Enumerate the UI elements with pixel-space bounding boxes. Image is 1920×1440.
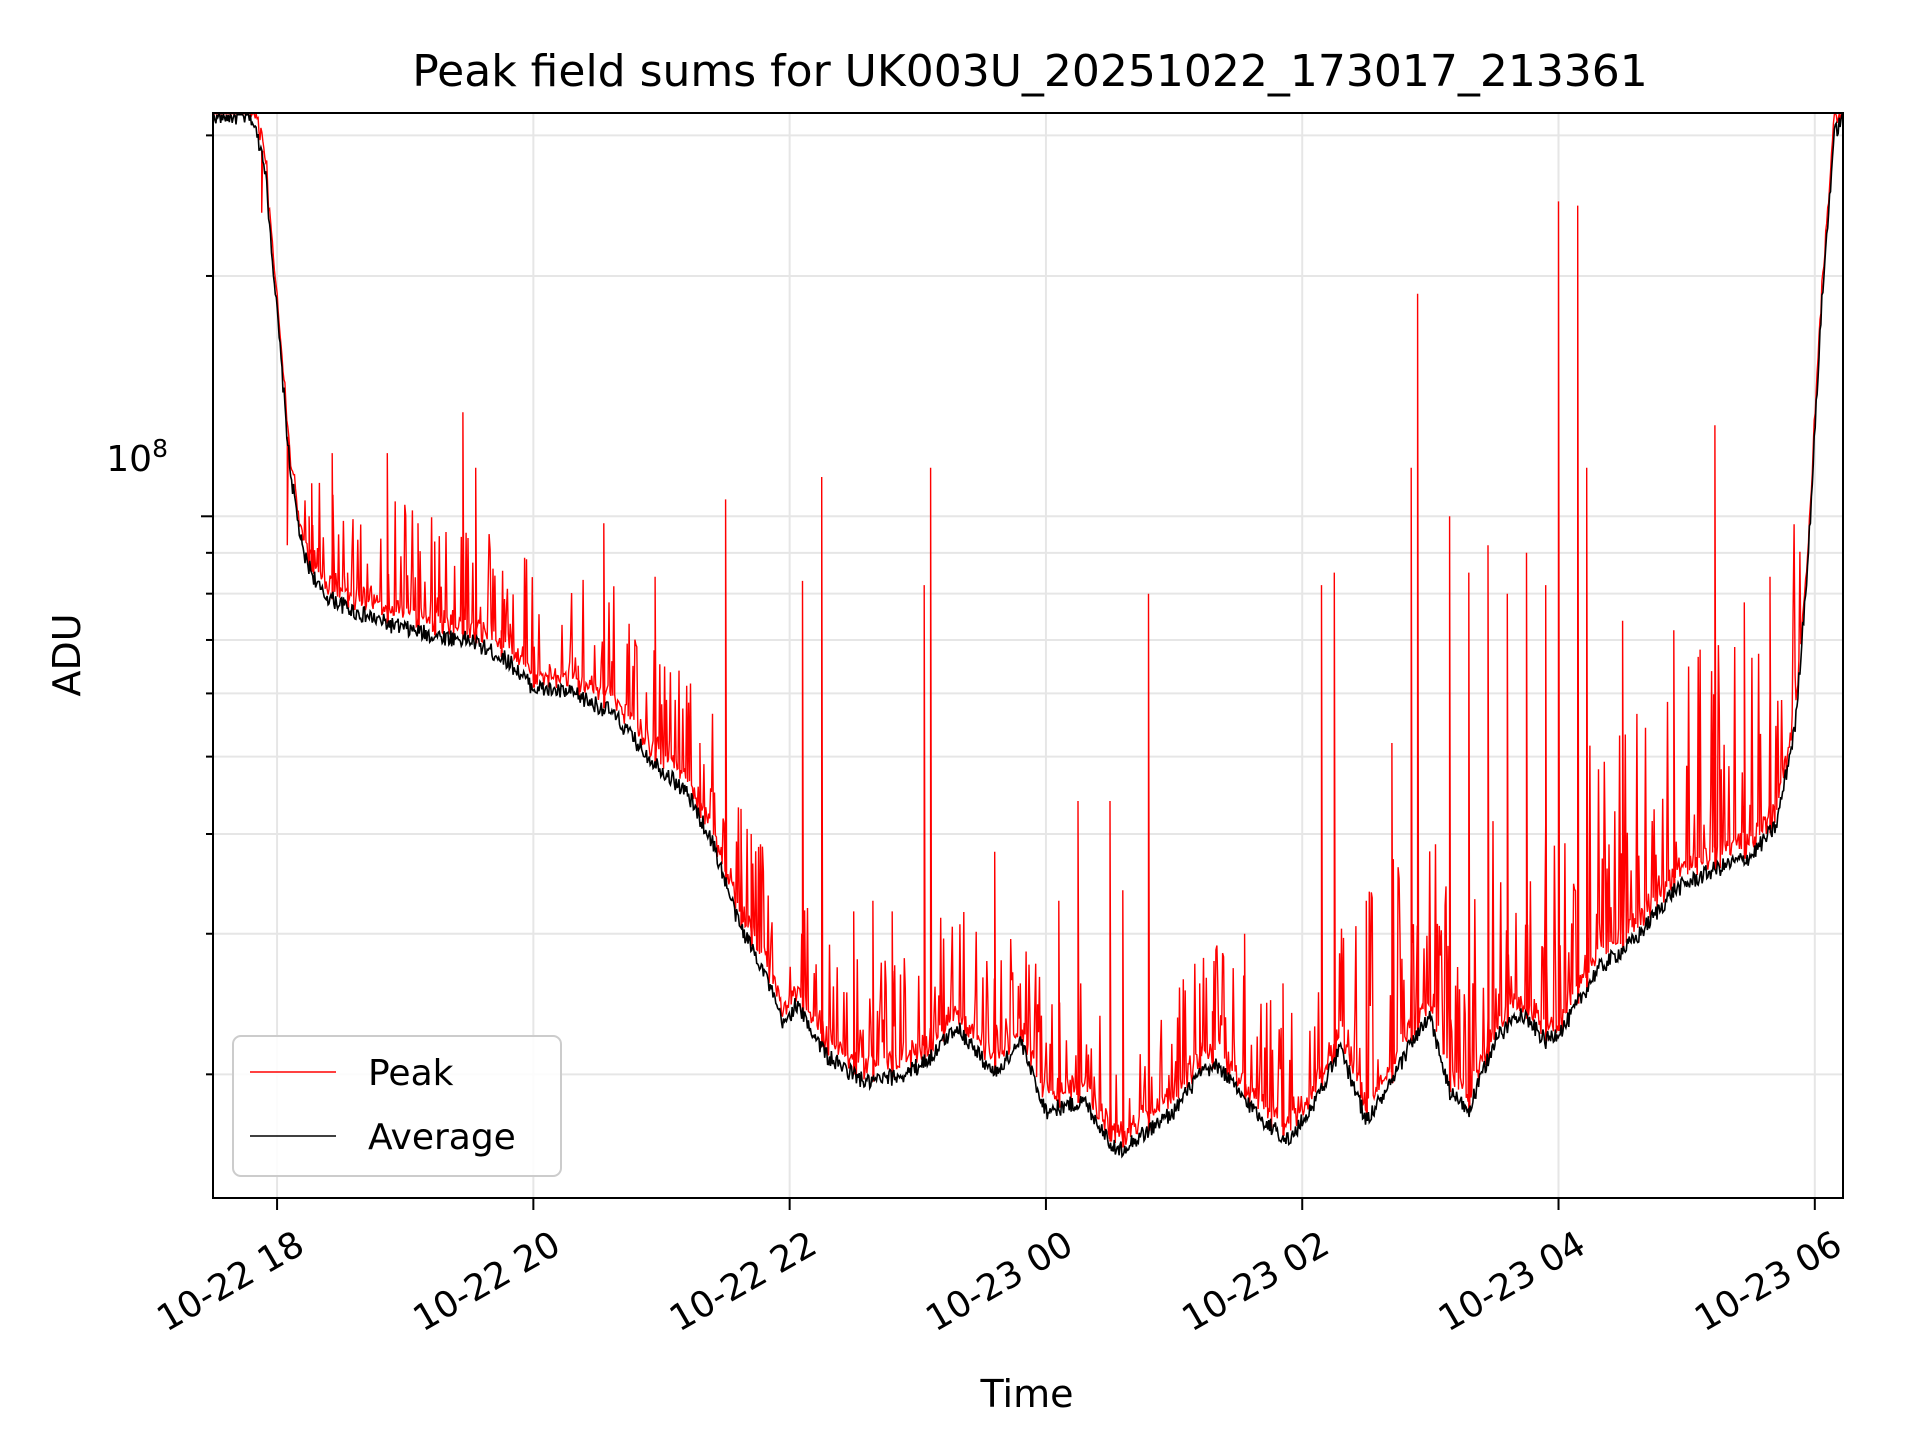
series-line-peak bbox=[213, 113, 1843, 1148]
y-tick-base: 10 bbox=[106, 439, 152, 480]
y-tick-exponent: 8 bbox=[152, 434, 168, 463]
series-group bbox=[213, 113, 1843, 1159]
y-axis-ticks bbox=[201, 134, 213, 1076]
y-tick-label-1e8: 108 bbox=[106, 434, 168, 480]
legend-label-average: Average bbox=[368, 1117, 516, 1158]
legend-label-peak: Peak bbox=[368, 1053, 454, 1094]
series-line-average bbox=[213, 113, 1843, 1159]
legend-box bbox=[232, 1035, 562, 1177]
y-axis-label: ADU bbox=[45, 613, 89, 696]
chart-title: Peak field sums for UK003U_20251022_1730… bbox=[412, 46, 1648, 97]
legend: Peak Average bbox=[232, 1035, 562, 1177]
x-axis-label: Time bbox=[980, 1372, 1074, 1416]
plot-area-frame bbox=[212, 112, 1844, 1199]
